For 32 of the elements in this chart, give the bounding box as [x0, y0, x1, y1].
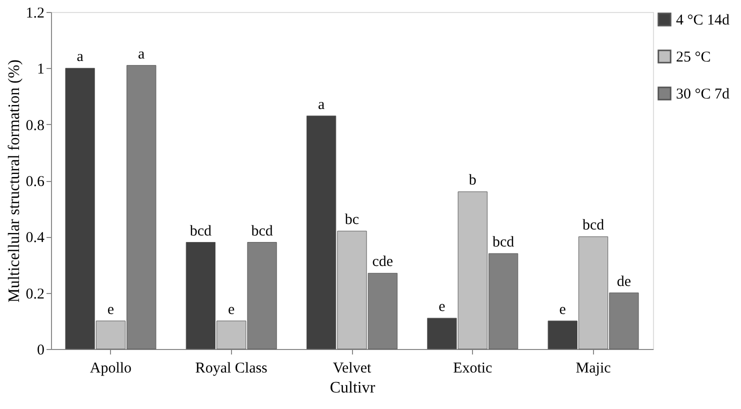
- y-tick-label: 1: [37, 62, 44, 78]
- x-tick-label: Velvet: [332, 360, 372, 376]
- data-label: de: [616, 274, 632, 290]
- x-tick-label: Exotic: [453, 360, 493, 376]
- data-label: e: [438, 299, 446, 316]
- data-label: bcd: [190, 223, 212, 240]
- y-tick-label: 0.6: [26, 174, 45, 190]
- data-label: a: [76, 49, 84, 66]
- legend-label: 25 °C: [676, 50, 711, 66]
- data-label: bcd: [582, 218, 605, 234]
- x-tick-label: Majic: [576, 360, 612, 376]
- data-label: e: [228, 302, 236, 318]
- data-label: a: [318, 96, 325, 113]
- legend-label: 4 °C 14d: [676, 12, 730, 28]
- x-tick-label: Apollo: [90, 360, 132, 376]
- y-tick-label: 1.2: [26, 6, 44, 22]
- data-label: bcd: [492, 234, 515, 251]
- y-tick-label: 0.8: [26, 118, 44, 134]
- data-label: bc: [344, 212, 360, 228]
- data-label: b: [468, 172, 476, 189]
- x-tick-label: Royal Class: [195, 360, 268, 376]
- y-axis-title: Multicellular structural formation (%): [6, 59, 23, 303]
- data-label: bcd: [251, 223, 274, 240]
- x-axis-title: Cultivr: [330, 380, 376, 396]
- data-label: e: [559, 302, 566, 318]
- data-label: cde: [372, 254, 394, 270]
- y-tick-label: 0: [37, 342, 44, 358]
- y-tick-label: 0.2: [26, 286, 44, 302]
- data-label: a: [138, 46, 146, 62]
- legend-label: 30 °C 7d: [676, 86, 730, 102]
- y-tick-label: 0.4: [26, 230, 45, 246]
- data-label: e: [107, 302, 114, 318]
